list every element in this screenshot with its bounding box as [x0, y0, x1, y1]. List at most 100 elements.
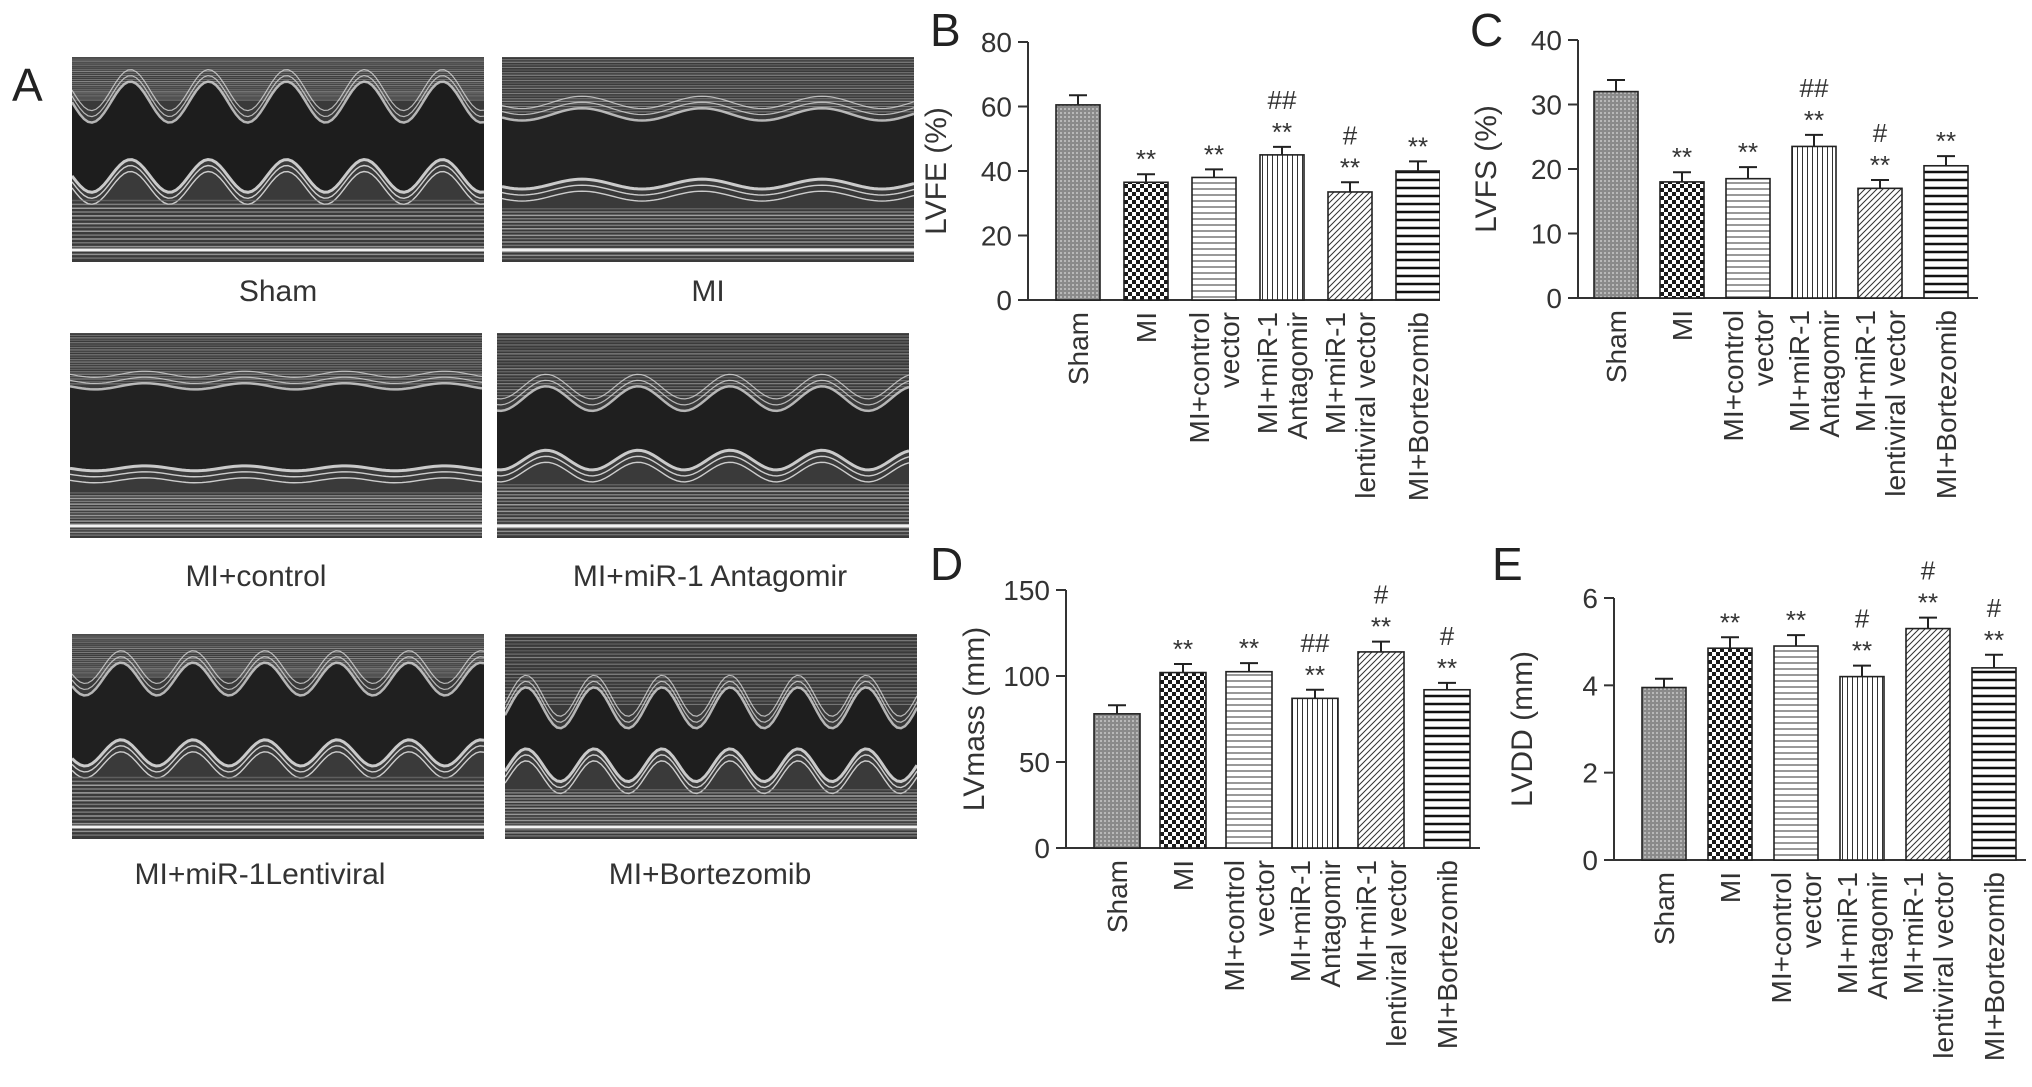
bar — [1259, 154, 1305, 301]
significance-stars: ** — [1738, 137, 1758, 167]
significance-hash: ## — [1800, 73, 1829, 103]
bar — [1971, 667, 2017, 861]
x-tick-label: MI — [1131, 312, 1162, 343]
significance-stars: ** — [1984, 625, 2004, 655]
echo-svg — [505, 634, 917, 839]
x-tick-label: MI+Bortezomib — [1432, 860, 1463, 1049]
bar — [1357, 651, 1405, 849]
echo-label-bortezomib: MI+Bortezomib — [608, 858, 812, 891]
x-tick-label: lentiviral vector — [1350, 312, 1381, 499]
echo-image-antagomir — [497, 333, 909, 538]
y-tick-label: 0 — [1582, 845, 1598, 876]
x-tick-label: MI+miR-1 — [1898, 872, 1929, 994]
significance-stars: ** — [1340, 152, 1360, 182]
y-axis-label: LVmass (mm) — [958, 627, 991, 811]
x-tick-label: Sham — [1063, 312, 1094, 385]
significance-hash: # — [1873, 118, 1888, 148]
x-tick-label: lentiviral vector — [1880, 310, 1911, 497]
panel-letter: C — [1470, 4, 1503, 56]
echo-svg — [70, 333, 482, 538]
significance-stars: ** — [1786, 605, 1806, 635]
bar — [1857, 187, 1903, 299]
echo-label-lentiviral: MI+miR-1Lentiviral — [134, 858, 386, 891]
bar — [1905, 627, 1951, 861]
bar — [1839, 675, 1885, 861]
y-tick-label: 0 — [1034, 833, 1050, 864]
x-tick-label: MI+control — [1184, 312, 1215, 444]
bar — [1055, 104, 1101, 301]
echo-image-lentiviral — [72, 634, 484, 839]
x-tick-label: vector — [1748, 310, 1779, 386]
echo-svg — [72, 57, 484, 262]
echo-image-sham — [72, 57, 484, 262]
chart-panel-c: C LVFS (%) 0 10 20 30 40 Sham ** MI ** MI+control ve… — [1460, 0, 2030, 560]
y-tick-label: 0 — [1546, 283, 1562, 314]
chart-svg: E LVDD (mm) 0 2 4 6 Sham ** MI ** MI+control vector… — [1492, 538, 2026, 1061]
chart-panel-e: E LVDD (mm) 0 2 4 6 Sham ** MI ** MI+control vector… — [1480, 538, 2030, 1082]
significance-stars: ** — [1720, 607, 1740, 637]
y-axis-label: LVDD (mm) — [1506, 651, 1539, 807]
bar — [1659, 181, 1705, 299]
x-tick-label: MI — [1168, 860, 1199, 891]
echo-image-mi — [502, 57, 914, 262]
x-tick-label: MI+Bortezomib — [1979, 872, 2010, 1061]
significance-hash: ## — [1268, 85, 1297, 115]
echo-label-antagomir: MI+miR-1 Antagomir — [572, 560, 848, 593]
echo-image-control — [70, 333, 482, 538]
y-tick-label: 30 — [1531, 90, 1562, 121]
panel-letter: D — [930, 540, 963, 590]
x-tick-label: MI+control — [1718, 310, 1749, 442]
significance-stars: ** — [1204, 139, 1224, 169]
echo-label-mi: MI — [691, 275, 725, 308]
y-tick-label: 50 — [1019, 747, 1050, 778]
x-tick-label: lentiviral vector — [1928, 872, 1959, 1059]
x-tick-label: MI — [1715, 872, 1746, 903]
x-tick-label: MI+control — [1766, 872, 1797, 1004]
bar — [1123, 181, 1169, 301]
bar — [1159, 671, 1207, 849]
bar — [1093, 713, 1141, 849]
significance-hash: # — [1440, 621, 1455, 651]
bar — [1291, 697, 1339, 849]
y-tick-label: 6 — [1582, 583, 1598, 614]
y-axis-label: LVFS (%) — [1470, 105, 1503, 233]
y-tick-label: 150 — [1003, 575, 1050, 606]
y-tick-label: 4 — [1582, 670, 1598, 701]
significance-hash: # — [1855, 604, 1870, 634]
bar — [1725, 177, 1771, 299]
bar — [1225, 670, 1273, 849]
echo-svg — [497, 333, 909, 538]
bar — [1191, 176, 1237, 301]
x-tick-label: MI+miR-1 — [1351, 860, 1382, 982]
x-tick-label: vector — [1796, 872, 1827, 948]
echo-label-sham: Sham — [238, 275, 318, 308]
y-tick-label: 20 — [981, 221, 1012, 252]
x-tick-label: MI+control — [1219, 860, 1250, 992]
x-tick-label: vector — [1214, 312, 1245, 388]
x-tick-label: MI+miR-1 — [1832, 872, 1863, 994]
x-tick-label: MI — [1667, 310, 1698, 341]
echo-svg — [72, 634, 484, 839]
x-tick-label: MI+Bortezomib — [1403, 312, 1434, 501]
significance-stars: ** — [1305, 660, 1325, 690]
significance-hash: # — [1921, 556, 1936, 586]
bar — [1423, 688, 1471, 849]
x-tick-label: MI+miR-1 — [1784, 310, 1815, 432]
significance-stars: ** — [1136, 144, 1156, 174]
x-tick-label: Sham — [1649, 872, 1680, 945]
significance-stars: ** — [1870, 150, 1890, 180]
y-tick-label: 0 — [996, 285, 1012, 316]
significance-stars: ** — [1371, 612, 1391, 642]
echo-svg — [502, 57, 914, 262]
chart-panel-d: D LVmass (mm) 0 50 100 150 Sham ** MI ** MI+contro… — [920, 538, 1480, 1082]
y-tick-label: 20 — [1531, 154, 1562, 185]
bar — [1707, 647, 1753, 861]
bar — [1923, 164, 1969, 299]
y-tick-label: 80 — [981, 27, 1012, 58]
chart-panel-b: B LVFE (%) 0 20 40 60 80 Sham ** MI ** MI+control ve… — [920, 0, 1450, 560]
y-tick-label: 60 — [981, 92, 1012, 123]
x-tick-label: MI+miR-1 — [1285, 860, 1316, 982]
significance-stars: ** — [1936, 126, 1956, 156]
y-axis-label: LVFE (%) — [920, 107, 953, 235]
chart-svg: C LVFS (%) 0 10 20 30 40 Sham ** MI ** MI+control ve… — [1470, 4, 1978, 499]
